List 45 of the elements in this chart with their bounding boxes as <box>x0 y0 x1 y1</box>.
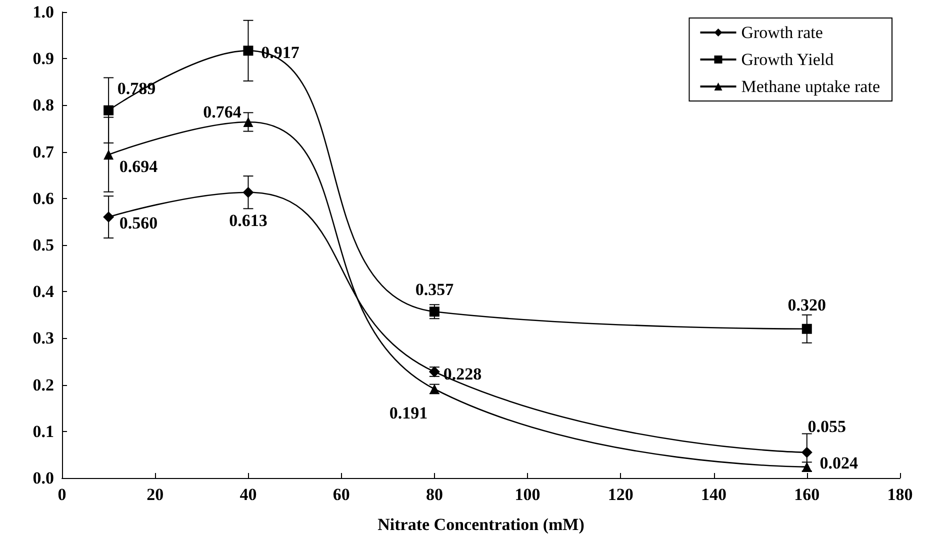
y-tick-label: 0.4 <box>32 282 54 302</box>
data-label: 0.560 <box>119 214 158 233</box>
x-axis-title: Nitrate Concentration (mM) <box>378 515 584 534</box>
y-tick-label: 0.9 <box>32 49 54 68</box>
point <box>243 46 254 56</box>
y-tick-label: 0.1 <box>32 422 54 441</box>
legend-label: Growth Yield <box>741 50 834 69</box>
data-label: 0.320 <box>788 295 826 314</box>
data-label: 0.917 <box>261 43 300 62</box>
point <box>104 150 114 160</box>
point <box>801 446 812 458</box>
y-tick-label: 0.8 <box>32 96 54 115</box>
x-tick-label: 180 <box>887 485 913 504</box>
point <box>802 324 812 334</box>
data-label: 0.191 <box>389 403 428 422</box>
point <box>103 212 114 223</box>
point <box>104 105 114 116</box>
legend-label: Methane uptake rate <box>741 77 880 96</box>
y-tick-label: 0.3 <box>32 328 54 348</box>
data-label: 0.613 <box>229 210 268 230</box>
point <box>429 306 440 317</box>
y-tick-label: 1.0 <box>32 2 54 22</box>
x-tick-label: 100 <box>514 485 540 504</box>
data-label: 0.764 <box>203 102 242 122</box>
y-tick-label: 0.0 <box>32 468 54 488</box>
y-tick-label: 0.7 <box>32 142 54 162</box>
x-tick-label: 80 <box>426 485 443 504</box>
x-tick-label: 0 <box>58 485 66 504</box>
point <box>243 116 254 127</box>
x-tick-label: 120 <box>608 485 634 504</box>
x-tick-label: 140 <box>701 485 727 504</box>
y-tick-label: 0.6 <box>32 188 54 208</box>
data-label: 0.694 <box>119 157 158 176</box>
y-tick-label: 0.2 <box>32 375 54 394</box>
y-tick-label: 0.5 <box>32 236 54 254</box>
point <box>242 186 254 198</box>
legend-label: Growth rate <box>741 23 823 42</box>
x-tick-label: 40 <box>240 485 257 504</box>
x-tick-label: 160 <box>794 485 820 504</box>
x-tick-label: 60 <box>332 485 350 504</box>
data-label: 0.055 <box>808 416 846 436</box>
x-tick-label: 20 <box>146 485 164 504</box>
data-label: 0.357 <box>415 280 454 300</box>
data-label: 0.228 <box>443 364 482 384</box>
data-label: 0.024 <box>820 453 859 472</box>
